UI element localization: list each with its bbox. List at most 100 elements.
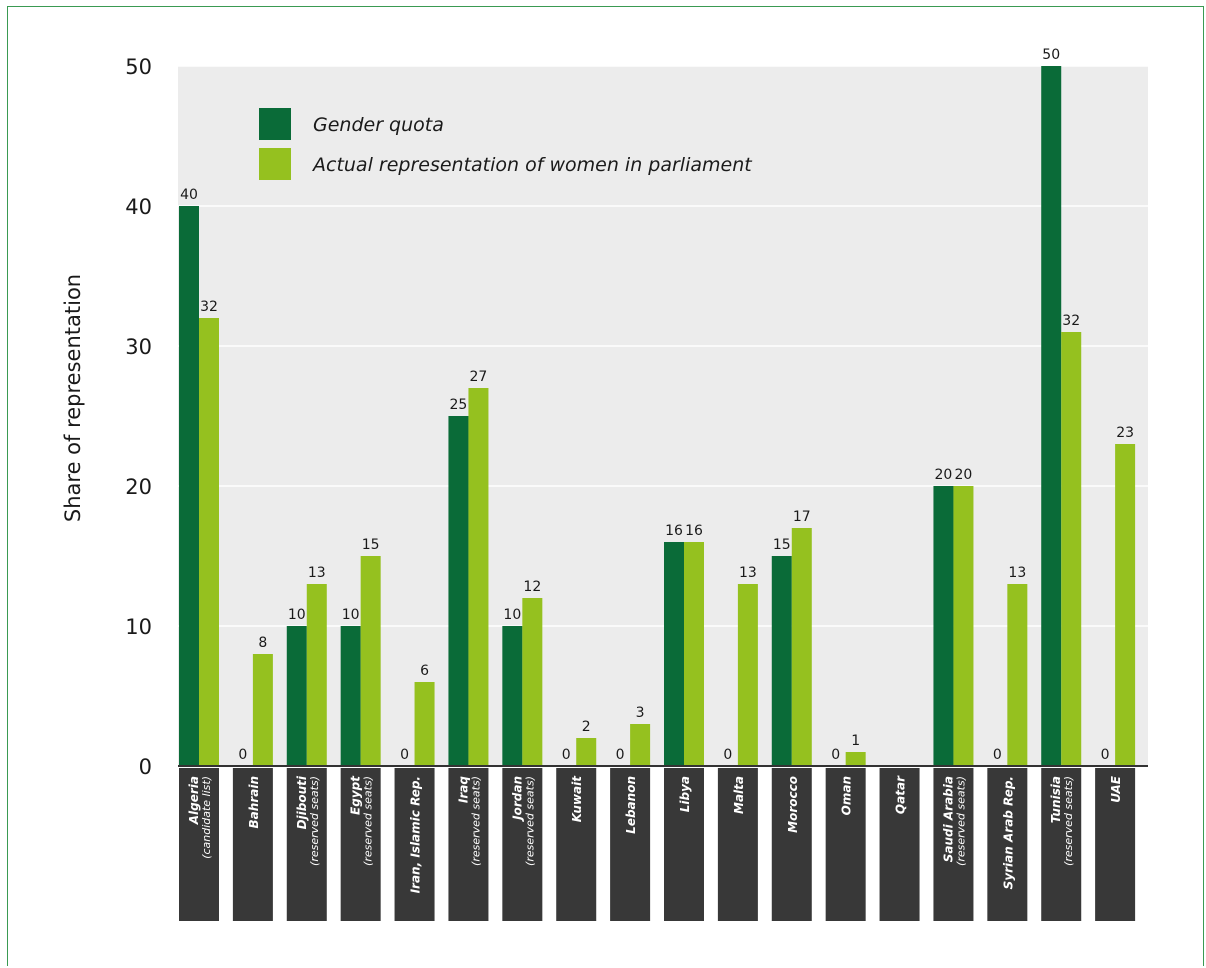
category-box xyxy=(771,768,812,921)
category-box xyxy=(286,768,327,921)
bar-actual-representation xyxy=(414,682,435,766)
category-box xyxy=(232,768,273,921)
value-label-gender-quota: 0 xyxy=(831,747,840,763)
bar-actual-representation xyxy=(252,654,273,766)
category-label: UAE xyxy=(1109,775,1123,802)
category-box xyxy=(502,768,543,921)
category-label: Iran, Islamic Rep. xyxy=(409,776,423,893)
category-label: Lebanon xyxy=(624,776,638,834)
value-label-actual-representation: 20 xyxy=(955,467,973,483)
category-box xyxy=(340,768,381,921)
category-box xyxy=(1041,768,1082,921)
category-box xyxy=(1095,768,1136,921)
value-label-gender-quota: 0 xyxy=(1101,747,1110,763)
category-box xyxy=(394,768,435,921)
category-sublabel: (reserved seats) xyxy=(1062,776,1075,866)
value-label-actual-representation: 13 xyxy=(739,565,757,581)
category-sublabel: (reserved seats) xyxy=(469,776,482,866)
value-label-actual-representation: 32 xyxy=(200,299,218,315)
bar-gender-quota xyxy=(933,486,954,766)
category-box xyxy=(179,768,219,921)
category-label: Malta xyxy=(732,776,746,814)
category-label: Saudi Arabia xyxy=(941,776,955,862)
category-box xyxy=(933,768,974,921)
bar-gender-quota xyxy=(179,206,199,766)
bar-actual-representation xyxy=(306,584,327,766)
category-box xyxy=(717,768,758,921)
category-label: Egypt xyxy=(349,775,363,815)
category-labels: Algeria (candidate list) Bahrain Djibouti (r… xyxy=(179,768,1136,921)
bar-gender-quota xyxy=(448,416,469,766)
value-label-gender-quota: 0 xyxy=(562,747,571,763)
value-label-gender-quota: 0 xyxy=(400,747,409,763)
category-label: Syrian Arab Rep. xyxy=(1001,776,1015,889)
y-tick-label: 10 xyxy=(125,615,152,639)
value-label-gender-quota: 0 xyxy=(723,747,732,763)
value-label-gender-quota: 20 xyxy=(935,467,953,483)
bar-actual-representation xyxy=(684,542,704,766)
category-sublabel: (candidate list) xyxy=(200,776,213,859)
y-tick-label: 50 xyxy=(125,55,152,79)
bar-actual-representation xyxy=(1061,332,1082,766)
bars xyxy=(179,66,1136,766)
category-label: Algeria xyxy=(187,776,201,825)
category-box xyxy=(610,768,651,921)
bar-actual-representation xyxy=(1007,584,1028,766)
value-label-gender-quota: 25 xyxy=(450,397,468,413)
value-label-gender-quota: 10 xyxy=(503,607,521,623)
category-label: Oman xyxy=(840,776,854,815)
category-label: Bahrain xyxy=(247,776,261,828)
value-label-gender-quota: 40 xyxy=(180,187,198,203)
category-sublabel: (reserved seats) xyxy=(954,776,967,866)
value-label-actual-representation: 32 xyxy=(1062,313,1080,329)
bar-actual-representation xyxy=(1115,444,1136,766)
category-box xyxy=(556,768,597,921)
value-label-gender-quota: 16 xyxy=(665,523,683,539)
bar-actual-representation xyxy=(576,738,597,766)
legend-label-actual-representation: Actual representation of women in parlia… xyxy=(311,154,753,176)
value-label-actual-representation: 15 xyxy=(362,537,380,553)
value-label-actual-representation: 12 xyxy=(523,579,541,595)
value-label-actual-representation: 23 xyxy=(1116,425,1134,441)
bar-gender-quota xyxy=(286,626,307,766)
category-label: Kuwait xyxy=(570,775,584,822)
value-label-actual-representation: 3 xyxy=(636,705,645,721)
value-label-gender-quota: 0 xyxy=(616,747,625,763)
y-tick-label: 30 xyxy=(125,335,152,359)
legend-swatch-actual-representation xyxy=(259,148,291,180)
plot-background xyxy=(178,66,1148,766)
category-label: Tunisia xyxy=(1049,776,1063,823)
y-tick-label: 0 xyxy=(139,755,152,779)
value-label-actual-representation: 1 xyxy=(851,733,860,749)
value-label-gender-quota: 10 xyxy=(342,607,360,623)
y-tick-label: 20 xyxy=(125,475,152,499)
value-label-actual-representation: 16 xyxy=(685,523,703,539)
category-box xyxy=(987,768,1028,921)
bar-actual-representation xyxy=(199,318,219,766)
value-label-actual-representation: 8 xyxy=(258,635,267,651)
bar-actual-representation xyxy=(953,486,974,766)
bar-actual-representation xyxy=(791,528,812,766)
category-label: Qatar xyxy=(894,775,908,814)
category-label: Djibouti xyxy=(295,775,309,829)
bar-actual-representation xyxy=(522,598,543,766)
bar-gender-quota xyxy=(340,626,361,766)
gridlines xyxy=(178,65,1148,627)
category-sublabel: (reserved seats) xyxy=(362,776,375,866)
value-label-actual-representation: 13 xyxy=(308,565,326,581)
legend-swatch-gender-quota xyxy=(259,108,291,140)
bar-actual-representation xyxy=(360,556,381,766)
bar-gender-quota xyxy=(771,556,792,766)
value-label-gender-quota: 0 xyxy=(238,747,247,763)
y-axis-label: Share of representation xyxy=(61,274,85,522)
category-label: Morocco xyxy=(786,776,800,833)
category-box xyxy=(448,768,489,921)
bar-actual-representation xyxy=(845,752,866,766)
category-sublabel: (reserved seats) xyxy=(523,776,536,866)
category-box xyxy=(879,768,920,921)
value-label-actual-representation: 17 xyxy=(793,509,811,525)
bar-gender-quota xyxy=(502,626,523,766)
chart-frame xyxy=(7,6,1204,966)
value-label-gender-quota: 0 xyxy=(993,747,1002,763)
